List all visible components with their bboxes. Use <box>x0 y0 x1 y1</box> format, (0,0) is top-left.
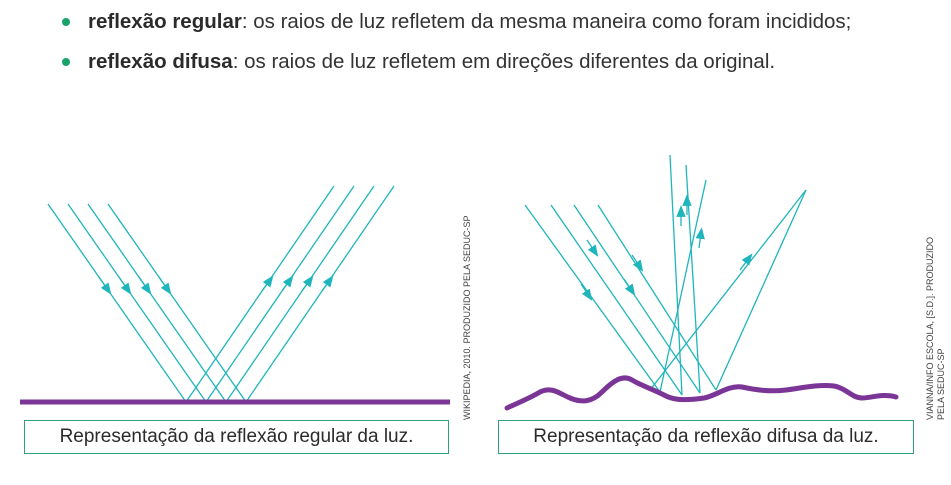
definition-list: reflexão regular: os raios de luz reflet… <box>60 6 920 86</box>
incident-ray <box>524 204 661 393</box>
incident-ray <box>597 204 717 391</box>
reflected-ray <box>245 185 395 403</box>
reflected-ray <box>225 185 375 403</box>
reflected-ray <box>185 185 335 403</box>
reflected-ray <box>685 164 701 394</box>
arrow-icon <box>98 276 112 295</box>
regular-reflected-arrows <box>261 275 334 292</box>
regular-reflected-rays <box>185 185 395 403</box>
term-regular: reflexão regular <box>88 10 242 33</box>
bullet-regular-reflection: reflexão regular: os raios de luz reflet… <box>60 6 920 38</box>
incident-ray <box>573 204 701 394</box>
reflected-ray <box>649 189 807 391</box>
definition-regular: : os raios de luz refletem da mesma mane… <box>241 10 852 33</box>
arrow-icon <box>321 275 334 292</box>
diffuse-incident-rays <box>524 204 717 396</box>
reflected-ray <box>669 154 683 396</box>
regular-incident-rays <box>47 203 247 403</box>
arrow-icon <box>623 278 636 296</box>
incident-ray <box>87 203 227 403</box>
arrow-icon <box>158 276 172 295</box>
diffuse-reflected-rays <box>649 154 807 396</box>
arrow-icon <box>138 276 152 295</box>
caption-regular: Representação da reflexão regular da luz… <box>24 420 449 454</box>
credit-diffuse-1: VIANNA/INFO ESCOLA, [S.D.]. PRODUZIDO <box>925 236 935 420</box>
arrow-icon <box>580 283 593 301</box>
arrow-icon <box>695 227 705 249</box>
bullet-diffuse-reflection: reflexão difusa: os raios de luz reflete… <box>60 46 920 78</box>
reflected-ray <box>205 185 355 403</box>
definition-diffuse: : os raios de luz refletem em direções d… <box>232 50 776 73</box>
incident-ray <box>550 204 683 396</box>
arrow-icon <box>281 275 294 292</box>
regular-incident-arrows <box>98 276 172 295</box>
credit-regular: WIKIPEDIA, 2010. PRODUZIDO PELA SEDUC-SP <box>462 215 472 420</box>
arrow-icon <box>261 275 274 292</box>
arrow-icon <box>118 276 132 295</box>
incident-ray <box>47 203 187 403</box>
bullet-dot <box>62 58 70 66</box>
bullet-dot <box>62 18 70 26</box>
arrow-icon <box>631 254 644 272</box>
term-diffuse: reflexão difusa <box>88 50 233 73</box>
rough-surface <box>504 375 899 411</box>
caption-diffuse: Representação da reflexão difusa da luz. <box>498 420 914 454</box>
incident-ray <box>107 203 247 403</box>
incident-ray <box>67 203 207 403</box>
diffuse-incident-arrows <box>580 239 644 301</box>
arrow-icon <box>301 275 314 292</box>
credit-diffuse-2: PELA SEDUC-SP <box>936 348 946 420</box>
diffuse-reflected-arrows <box>676 194 753 271</box>
arrow-icon <box>586 239 599 257</box>
arrow-icon <box>739 253 753 271</box>
reflected-ray <box>659 179 707 393</box>
reflected-ray <box>715 189 807 391</box>
